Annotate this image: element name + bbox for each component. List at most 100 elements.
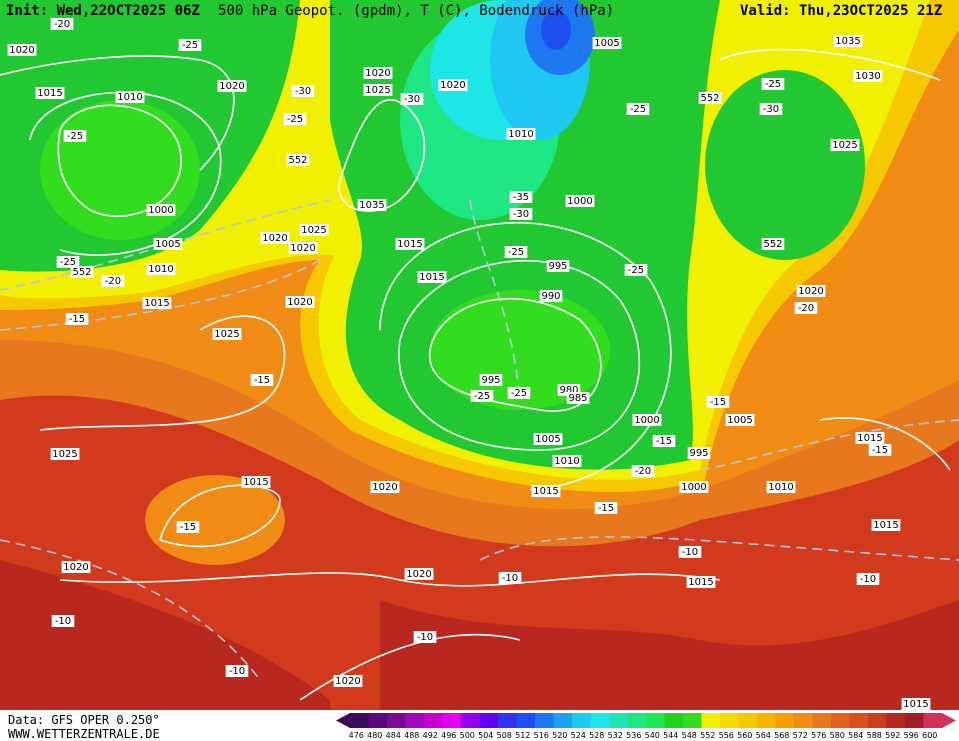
- label-box: [759, 103, 783, 115]
- colorbar-tick-label: 524: [571, 731, 586, 740]
- label-box: [50, 18, 74, 30]
- map-label: -25: [474, 391, 490, 402]
- map-label: -10: [860, 574, 876, 585]
- label-box: [552, 455, 582, 467]
- colorbar-swatch: [886, 713, 906, 728]
- map-label: 552: [72, 267, 91, 278]
- map-label: -10: [502, 573, 518, 584]
- label-box: [285, 296, 315, 308]
- colorbar-tick-label: 536: [626, 731, 641, 740]
- map-label: -15: [69, 314, 85, 325]
- map-label: -10: [229, 666, 245, 677]
- colorbar-tick-label: 596: [904, 731, 919, 740]
- colorbar-tick-label: 560: [737, 731, 752, 740]
- label-box: [626, 103, 650, 115]
- map-label: 1020: [219, 81, 244, 92]
- map-label: 1025: [214, 329, 239, 340]
- label-box: [546, 260, 570, 272]
- map-label: -25: [60, 257, 76, 268]
- map-label: 995: [689, 448, 708, 459]
- colorbar-swatch: [868, 713, 887, 728]
- label-box: [288, 242, 318, 254]
- map-label: 1010: [554, 456, 579, 467]
- map-label: -30: [763, 104, 779, 115]
- label-box: [7, 44, 37, 56]
- map-label: 1010: [148, 264, 173, 275]
- map-label: 990: [541, 291, 560, 302]
- map-label: -25: [182, 40, 198, 51]
- label-box: [225, 665, 249, 677]
- label-box: [679, 481, 709, 493]
- map-label: 1015: [37, 88, 62, 99]
- map-label: -15: [710, 397, 726, 408]
- map-label: 1025: [832, 140, 857, 151]
- map-label: 1030: [855, 71, 880, 82]
- colorbar-swatch: [923, 713, 943, 728]
- label-box: [678, 546, 702, 558]
- map-label: 1020: [290, 243, 315, 254]
- label-box: [506, 128, 536, 140]
- data-source: Data: GFS OPER 0.250°: [8, 713, 160, 727]
- label-box: [592, 37, 622, 49]
- label-box: [35, 87, 65, 99]
- label-box: [241, 476, 271, 488]
- colorbar-tick-label: 544: [663, 731, 678, 740]
- map-label: 1000: [634, 415, 659, 426]
- map-label: -25: [765, 79, 781, 90]
- map-label: 980: [559, 385, 578, 396]
- colorbar-tick-label: 488: [404, 731, 419, 740]
- label-box: [70, 266, 94, 278]
- map-label: -15: [598, 503, 614, 514]
- label-box: [283, 113, 307, 125]
- label-box: [761, 238, 785, 250]
- label-box: [438, 79, 468, 91]
- label-box: [855, 432, 885, 444]
- map-label: 1005: [727, 415, 752, 426]
- map-label: -30: [295, 86, 311, 97]
- label-box: [686, 576, 716, 588]
- map-label: -15: [180, 522, 196, 533]
- map-label: 1020: [372, 482, 397, 493]
- label-box: [631, 465, 655, 477]
- label-box: [725, 414, 755, 426]
- label-box: [404, 568, 434, 580]
- label-box: [50, 448, 80, 460]
- map-label: 1010: [117, 92, 142, 103]
- colorbar-tick-label: 512: [515, 731, 530, 740]
- label-box: [153, 238, 183, 250]
- label-box: [498, 572, 522, 584]
- map-background: [0, 0, 959, 710]
- colorbar-tick-label: 600: [922, 731, 937, 740]
- colorbar-tick-label: 580: [830, 731, 845, 740]
- label-box: [479, 374, 503, 386]
- colorbar-swatch: [701, 713, 721, 728]
- map-label: 1015: [857, 433, 882, 444]
- map-label: -15: [656, 436, 672, 447]
- label-box: [101, 275, 125, 287]
- label-box: [291, 85, 315, 97]
- label-box: [830, 139, 860, 151]
- colorbar-tick-label: 540: [645, 731, 660, 740]
- map-label: 1015: [903, 699, 928, 710]
- map-label: 1015: [688, 577, 713, 588]
- label-box: [533, 433, 563, 445]
- colorbar-swatch: [368, 713, 388, 728]
- label-box: [761, 78, 785, 90]
- label-box: [65, 313, 89, 325]
- colorbar: 476 480 484 488 492 496 500 504 508 512 516 520 524 5…: [336, 713, 956, 740]
- label-box: [61, 561, 91, 573]
- colorbar-swatch: [812, 713, 832, 728]
- label-box: [531, 485, 561, 497]
- colorbar-tick-label: 556: [719, 731, 734, 740]
- label-box: [176, 521, 200, 533]
- map-label: 1000: [567, 196, 592, 207]
- colorbar-tick-label: 564: [756, 731, 771, 740]
- label-box: [250, 374, 274, 386]
- label-box: [299, 224, 329, 236]
- colorbar-tick-label: 492: [423, 731, 438, 740]
- map-label: -25: [508, 247, 524, 258]
- colorbar-swatch: [424, 713, 443, 728]
- label-box: [217, 80, 247, 92]
- map-label: -20: [798, 303, 814, 314]
- label-box: [868, 444, 892, 456]
